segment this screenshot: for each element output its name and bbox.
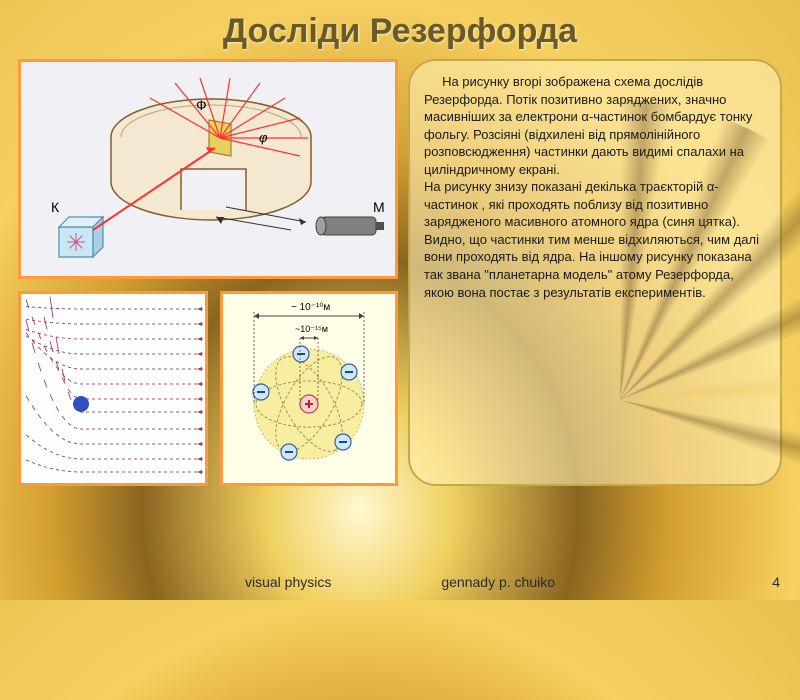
footer-left: visual physics [245, 574, 331, 590]
page-title: Досліди Резерфорда [0, 0, 800, 59]
svg-text:~ 10⁻¹⁰м: ~ 10⁻¹⁰м [291, 302, 330, 313]
diagram-planetary-model: ~ 10⁻¹⁰м ~10⁻¹⁵м [220, 291, 398, 486]
diagram-apparatus: К Фφ М [18, 59, 398, 279]
footer-right: gennady p. chuiko [441, 574, 555, 590]
svg-text:К: К [51, 199, 60, 215]
description-text: На рисунку вгорі зображена схема досліді… [408, 59, 782, 486]
diagram-trajectories [18, 291, 208, 486]
svg-text:Ф: Ф [196, 97, 207, 113]
page-number: 4 [772, 574, 780, 590]
svg-text:М: М [373, 199, 385, 215]
svg-text:~10⁻¹⁵м: ~10⁻¹⁵м [295, 324, 328, 334]
svg-text:φ: φ [259, 130, 268, 145]
